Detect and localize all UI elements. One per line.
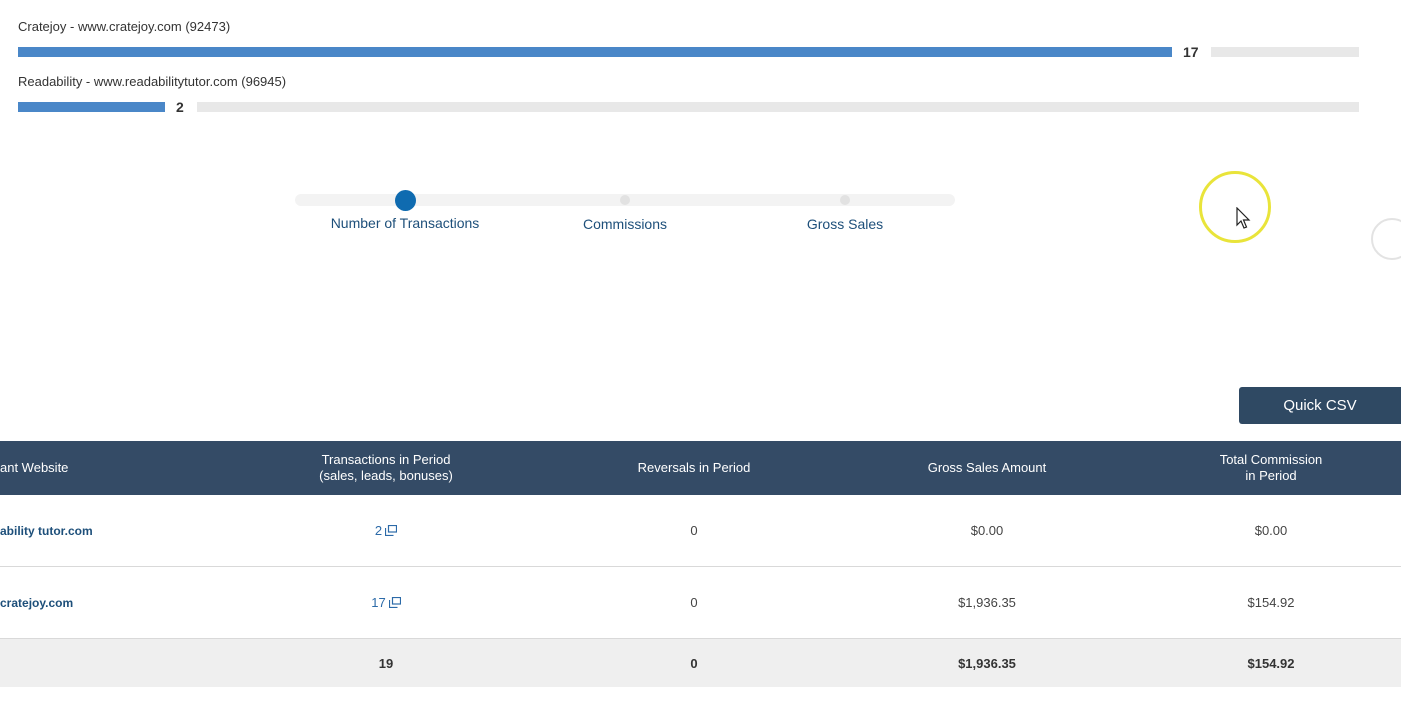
merchant-bar-fill: [18, 102, 165, 112]
reversals-cell: 0: [690, 523, 698, 538]
commission-cell: $0.00: [1254, 523, 1288, 538]
metric-option-label[interactable]: Number of Transactions: [330, 215, 480, 231]
column-header-commission[interactable]: Total Commission in Period: [1151, 441, 1391, 495]
merchant-bar-label: Readability - www.readabilitytutor.com (…: [18, 74, 287, 89]
merchant-bar-remainder: [197, 102, 1359, 112]
gross-sales-cell: $1,936.35: [958, 595, 1016, 610]
merchant-bar-cratejoy: Cratejoy - www.cratejoy.com (92473) 17: [18, 18, 1359, 60]
column-header-label: Gross Sales Amount: [927, 460, 1047, 475]
transactions-count[interactable]: 2: [374, 523, 383, 538]
popout-window-icon[interactable]: [388, 597, 401, 608]
table-totals-row: 19 0 $1,936.35 $154.92: [0, 639, 1401, 687]
transactions-table: ant Website Transactions in Period (sale…: [0, 441, 1401, 687]
metric-option-commissions[interactable]: Commissions: [515, 190, 735, 232]
merchant-link[interactable]: cratejoy.com: [0, 595, 74, 610]
mouse-pointer-icon: [1236, 207, 1251, 229]
table-row: ability tutor.com 2 0 $0.00 $0.00: [0, 495, 1401, 567]
column-header-line: Transactions in Period: [321, 452, 451, 467]
metric-option-transactions[interactable]: Number of Transactions: [295, 190, 515, 231]
column-header-line: (sales, leads, bonuses): [319, 468, 453, 483]
cursor-highlight-ring: [1199, 171, 1271, 243]
merchant-bar-value: 2: [176, 99, 184, 115]
metric-option-dot[interactable]: [620, 195, 630, 205]
column-header-merchant[interactable]: ant Website: [0, 441, 240, 495]
column-header-transactions[interactable]: Transactions in Period (sales, leads, bo…: [266, 441, 506, 495]
metric-option-label[interactable]: Commissions: [582, 216, 667, 232]
transactions-cell: 2: [266, 495, 506, 566]
loading-ring-icon: [1371, 218, 1401, 260]
total-commission-cell: $154.92: [1247, 655, 1295, 671]
table-header: ant Website Transactions in Period (sale…: [0, 441, 1401, 495]
column-header-label: Reversals in Period: [637, 460, 751, 475]
merchant-bar-readability: Readability - www.readabilitytutor.com (…: [18, 73, 1359, 115]
column-header-label: Total Commission in Period: [1220, 452, 1323, 484]
commission-cell: $154.92: [1247, 595, 1295, 610]
metric-toggle[interactable]: Number of Transactions Commissions Gross…: [295, 190, 955, 240]
column-header-reversals[interactable]: Reversals in Period: [574, 441, 814, 495]
total-transactions-cell: 19: [378, 655, 394, 671]
quick-csv-button[interactable]: Quick CSV: [1239, 387, 1401, 424]
column-header-gross-sales[interactable]: Gross Sales Amount: [867, 441, 1107, 495]
transactions-count[interactable]: 17: [371, 595, 386, 610]
reversals-cell: 0: [690, 595, 698, 610]
merchant-bar-label: Cratejoy - www.cratejoy.com (92473): [18, 19, 231, 34]
gross-sales-cell: $0.00: [970, 523, 1004, 538]
merchant-bar-track: 2: [18, 99, 1359, 115]
merchant-cell: ability tutor.com: [0, 495, 240, 566]
metric-toggle-handle[interactable]: [394, 190, 416, 211]
total-reversals-cell: 0: [690, 655, 698, 671]
transactions-link[interactable]: 17: [371, 595, 401, 610]
metric-option-label[interactable]: Gross Sales: [806, 216, 884, 232]
merchant-link[interactable]: ability tutor.com: [0, 523, 93, 538]
column-header-line: in Period: [1245, 468, 1297, 483]
column-header-label: ant Website: [0, 460, 69, 475]
transactions-cell: 17: [266, 567, 506, 638]
merchant-bar-remainder: [1211, 47, 1359, 57]
metric-option-dot[interactable]: [840, 195, 850, 205]
metric-option-gross-sales[interactable]: Gross Sales: [735, 190, 955, 232]
total-gross-sales-cell: $1,936.35: [958, 655, 1016, 671]
popout-window-icon[interactable]: [385, 525, 398, 536]
column-header-line: Total Commission: [1219, 452, 1323, 467]
merchant-bar-value: 17: [1183, 44, 1199, 60]
column-header-label: Transactions in Period (sales, leads, bo…: [319, 452, 453, 484]
transactions-link[interactable]: 2: [374, 523, 398, 538]
merchant-bar-fill: [18, 47, 1172, 57]
merchant-bar-track: 17: [18, 44, 1359, 60]
table-row: cratejoy.com 17 0 $1,936.35 $154.92: [0, 567, 1401, 639]
merchant-cell: cratejoy.com: [0, 567, 240, 638]
